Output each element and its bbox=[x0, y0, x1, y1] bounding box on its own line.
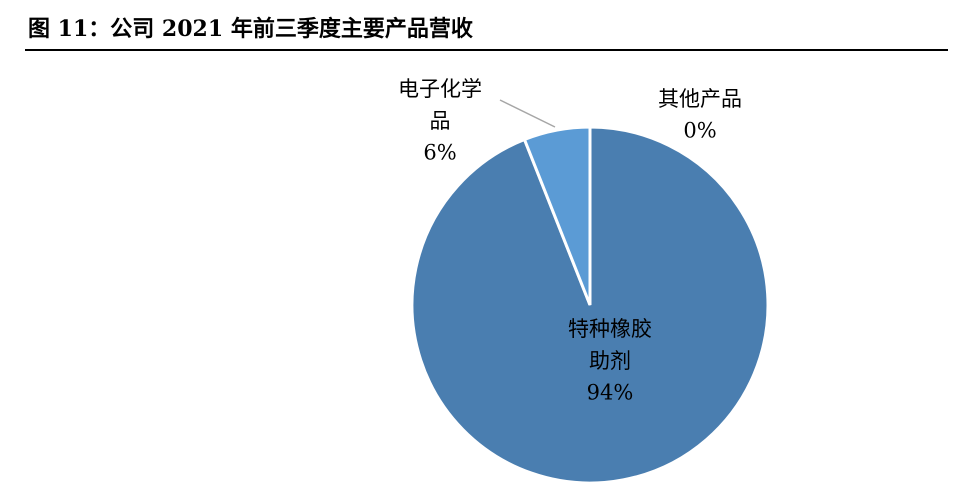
slice-label: 特种橡胶助剂 bbox=[568, 317, 652, 373]
value-label: 94% bbox=[587, 381, 634, 405]
slice-label: 电子化学品 bbox=[398, 77, 482, 133]
label-line: 助剂 bbox=[589, 349, 631, 373]
label-line: 其他产品 bbox=[658, 87, 742, 111]
value-label: 0% bbox=[683, 119, 716, 143]
slice-label: 其他产品 bbox=[658, 87, 742, 111]
pie-slice bbox=[410, 125, 770, 482]
leader-line bbox=[499, 99, 556, 128]
value-label: 6% bbox=[423, 141, 456, 165]
label-line: 特种橡胶 bbox=[568, 317, 652, 341]
chart-title: 图 11：公司 2021 年前三季度主要产品营收 bbox=[28, 16, 473, 42]
label-line: 电子化学 bbox=[398, 77, 482, 101]
label-line: 品 bbox=[430, 109, 451, 133]
